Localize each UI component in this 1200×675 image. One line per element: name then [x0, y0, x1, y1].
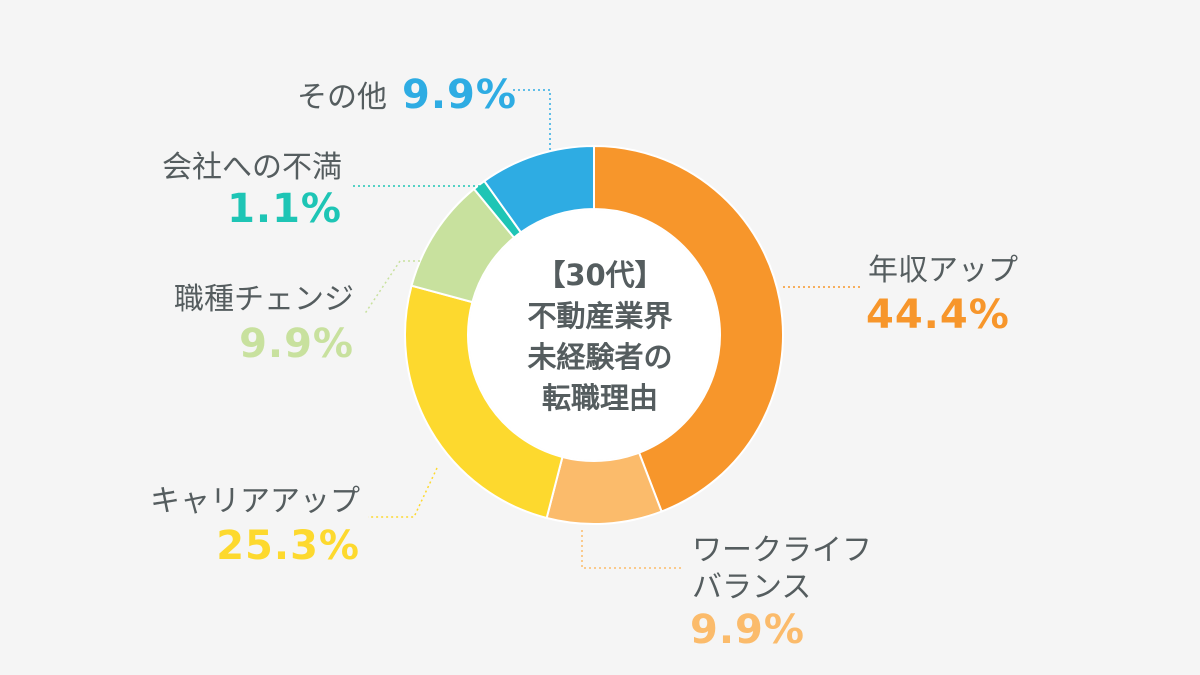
- slice-label-worklife-line2: バランス: [692, 570, 812, 605]
- slice-value-dissatisfaction: 1.1%: [227, 186, 342, 232]
- slice-other: [482, 144, 595, 234]
- leader-jobchange: [363, 260, 425, 316]
- slice-label-salary: 年収アップ: [868, 253, 1018, 288]
- leader-career: [368, 467, 438, 518]
- slice-salary: [593, 144, 785, 513]
- slice-label-worklife-line1: ワークライフ: [692, 533, 872, 568]
- slice-label-other: その他: [297, 80, 387, 115]
- slice-value-jobchange: 9.9%: [239, 321, 354, 367]
- slice-value-career: 25.3%: [216, 523, 360, 569]
- donut-hole: [469, 210, 719, 460]
- chart-title-line: 未経験者の: [527, 340, 673, 374]
- leader-worklife: [581, 530, 683, 569]
- slice-value-other: 9.9%: [402, 72, 517, 118]
- slice-career: [404, 284, 564, 520]
- slice-value-worklife: 9.9%: [690, 607, 805, 653]
- slice-label-career: キャリアアップ: [150, 484, 360, 519]
- chart-title-line: 不動産業界: [527, 299, 673, 333]
- chart-title-line: 転職理由: [541, 381, 658, 415]
- leader-other: [512, 89, 551, 150]
- slice-label-dissatisfaction: 会社への不満: [162, 150, 342, 185]
- slice-value-salary: 44.4%: [866, 292, 1010, 338]
- slice-label-jobchange: 職種チェンジ: [174, 282, 354, 317]
- chart-title: 【30代】 不動産業界 未経験者の 転職理由: [500, 255, 700, 419]
- chart-title-line: 【30代】: [536, 258, 664, 292]
